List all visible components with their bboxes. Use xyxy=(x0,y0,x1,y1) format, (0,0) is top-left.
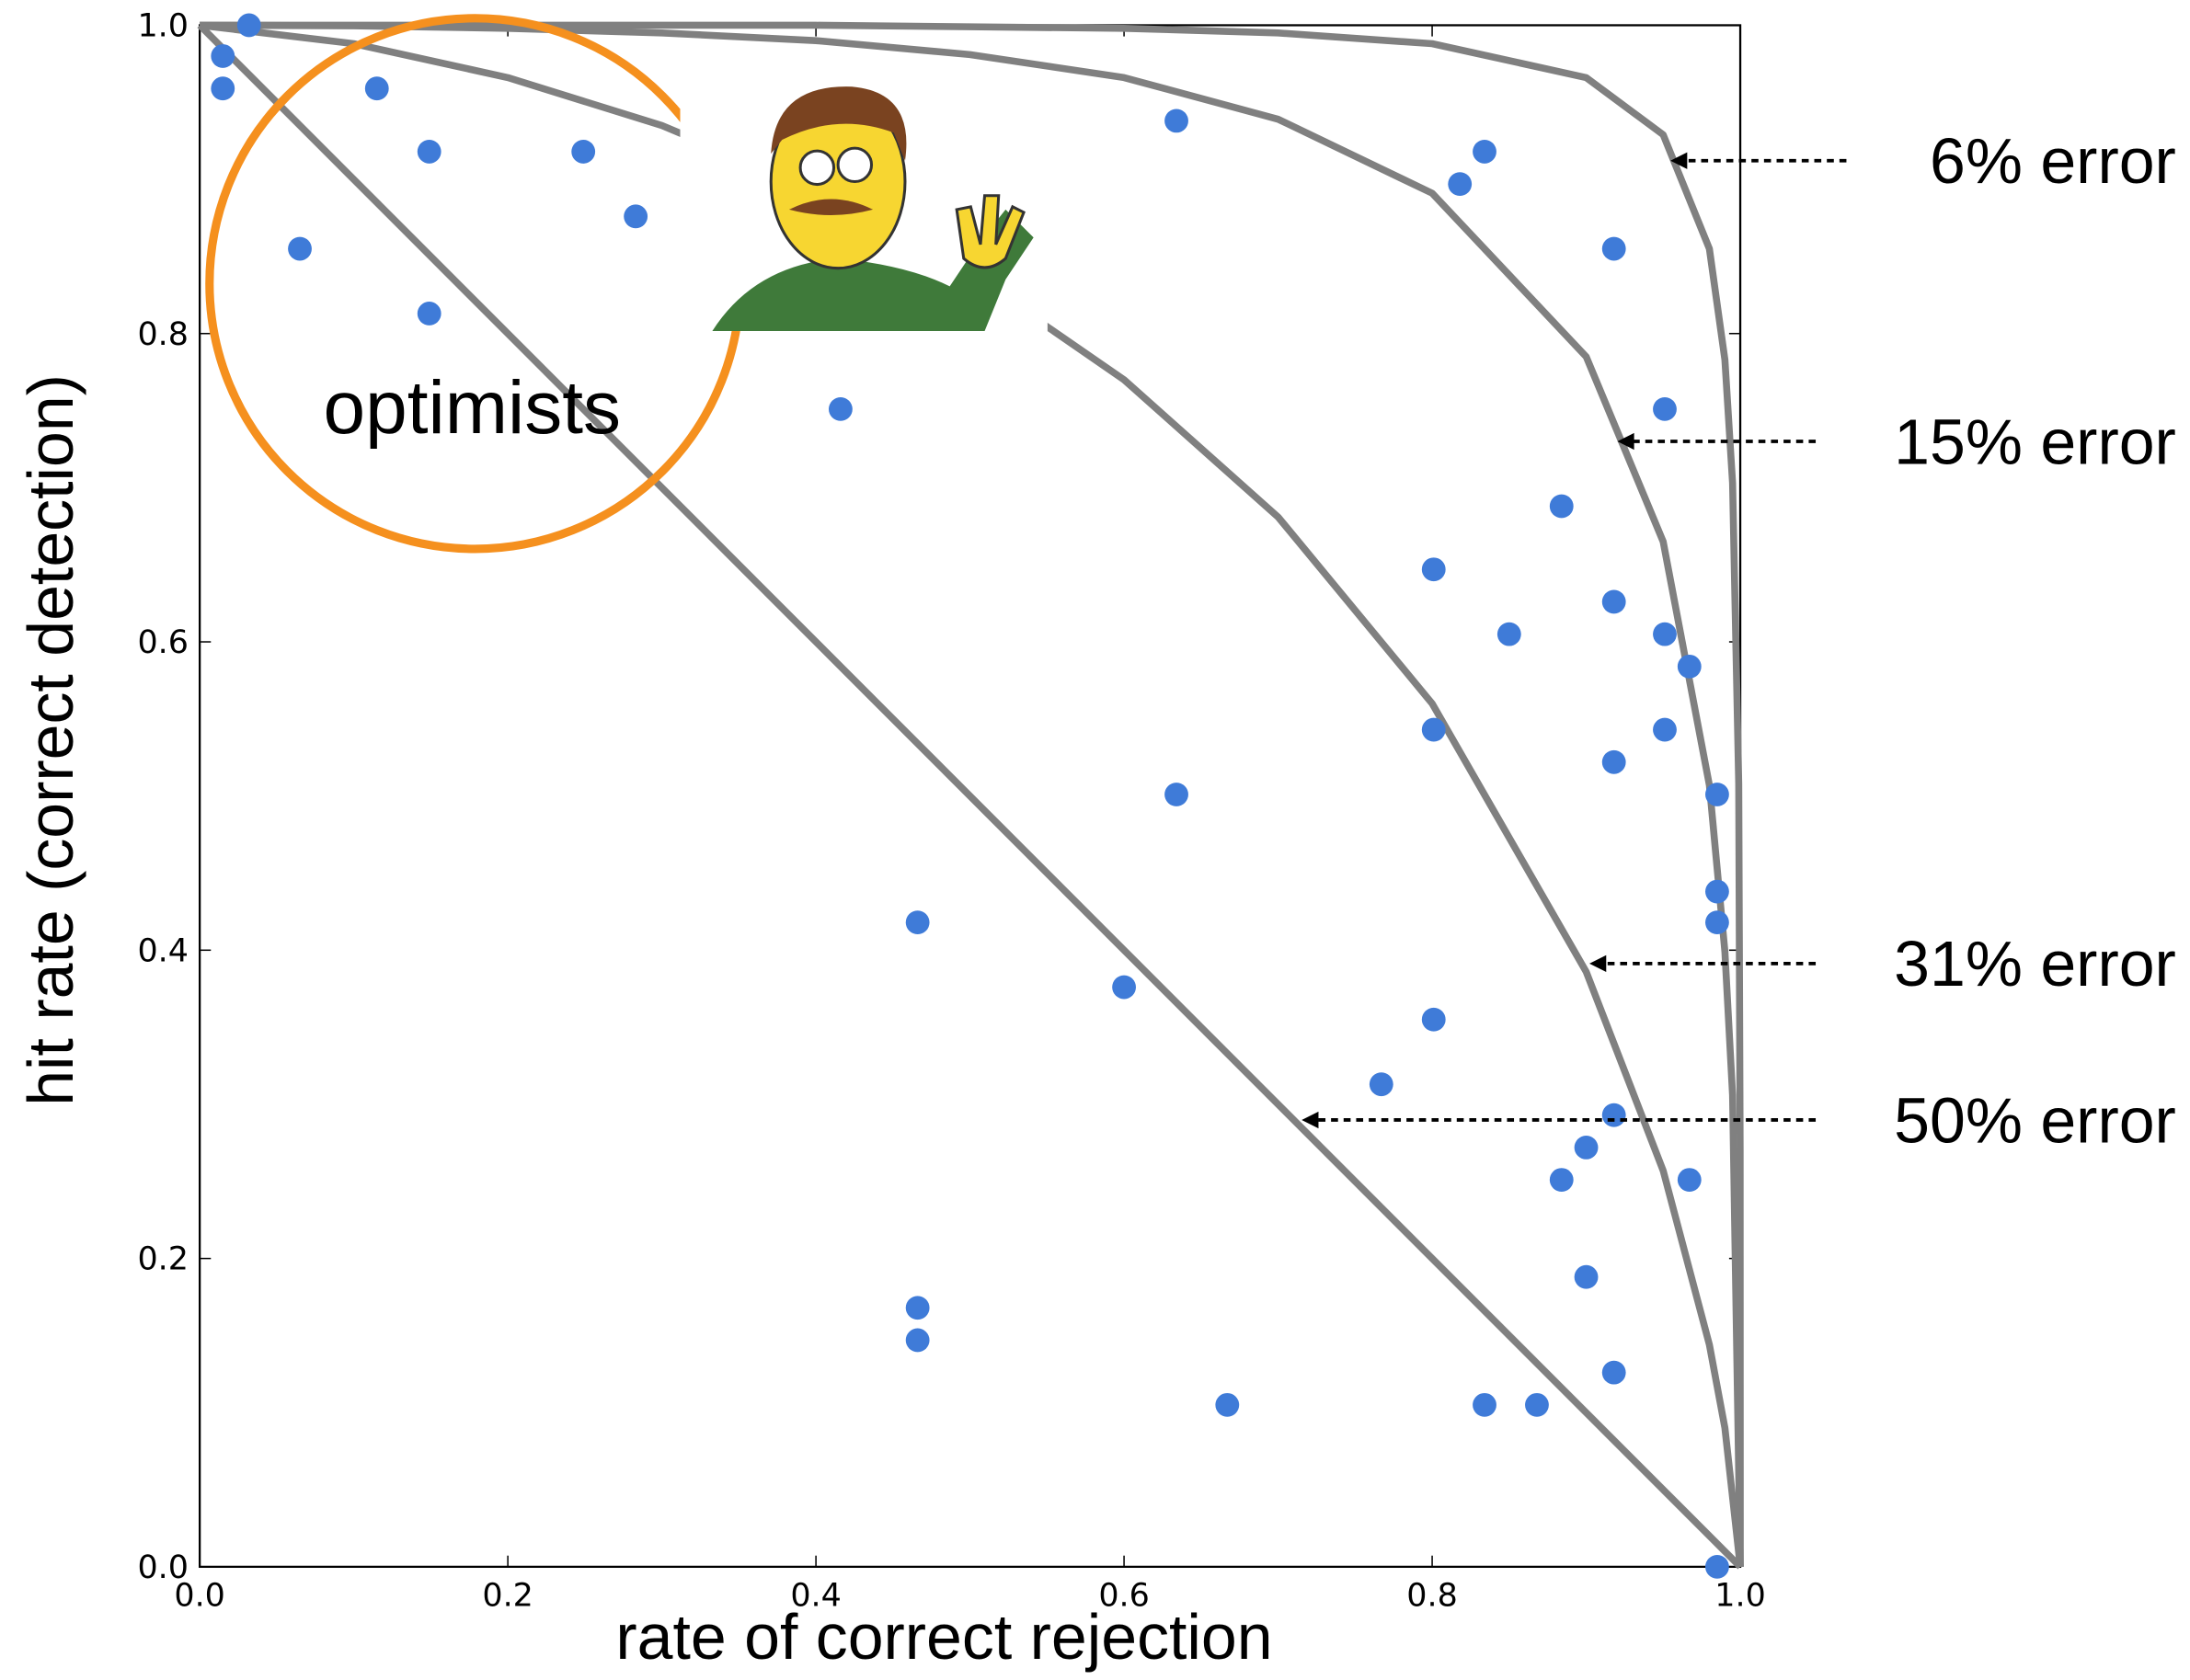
error-label: 15% error xyxy=(1894,406,2176,477)
y-tick-label: 0.2 xyxy=(137,1241,189,1278)
y-tick-label: 0.6 xyxy=(137,624,189,661)
point xyxy=(1421,557,1446,582)
point xyxy=(1677,1168,1702,1193)
point xyxy=(1574,1264,1599,1289)
point xyxy=(624,204,648,229)
error-label: 31% error xyxy=(1894,928,2176,1000)
y-tick-label: 1.0 xyxy=(137,8,189,45)
arrow-head xyxy=(1589,954,1607,972)
y-tick-label: 0.0 xyxy=(137,1549,189,1586)
optimists-label: optimists xyxy=(324,366,621,450)
roc-curve xyxy=(199,21,1744,1568)
point xyxy=(1164,783,1188,806)
point xyxy=(1215,1392,1240,1417)
point xyxy=(1574,1135,1599,1160)
point xyxy=(417,302,441,326)
point xyxy=(905,910,930,935)
x-axis-label: rate of correct rejection xyxy=(615,1601,1272,1673)
point xyxy=(1525,1392,1549,1417)
point xyxy=(571,140,596,164)
point xyxy=(1705,1554,1729,1579)
arrow-head xyxy=(1670,152,1688,169)
eye xyxy=(798,149,836,187)
y-axis-label: hit rate (correct detection) xyxy=(15,374,86,1106)
point xyxy=(1448,172,1473,197)
point xyxy=(236,13,261,38)
hand xyxy=(955,194,1026,269)
point xyxy=(1601,236,1626,261)
roc-curve xyxy=(200,21,1744,1567)
roc-curve xyxy=(197,22,1743,1570)
point xyxy=(417,140,441,164)
eye xyxy=(836,146,874,184)
point xyxy=(1549,494,1574,519)
point xyxy=(1112,975,1136,1000)
x-tick-label: 0.6 xyxy=(1098,1577,1150,1614)
point xyxy=(211,44,235,68)
point xyxy=(1601,1103,1626,1127)
y-tick-label: 0.4 xyxy=(137,932,189,969)
point xyxy=(1473,1392,1496,1417)
x-tick-label: 0.4 xyxy=(790,1577,842,1614)
point xyxy=(1705,783,1729,806)
point xyxy=(905,1296,930,1320)
point xyxy=(1496,622,1521,646)
point xyxy=(1473,140,1496,164)
x-tick-label: 0.2 xyxy=(482,1577,533,1614)
error-label: 6% error xyxy=(1930,125,2176,197)
point xyxy=(1421,1007,1446,1032)
x-tick-label: 0.8 xyxy=(1406,1577,1458,1614)
point xyxy=(1601,589,1626,614)
point xyxy=(211,76,235,101)
body xyxy=(712,209,1034,332)
point xyxy=(1705,910,1729,935)
moustache xyxy=(788,199,874,215)
y-tick-label: 0.8 xyxy=(137,316,189,353)
cartoon-image xyxy=(680,84,1048,332)
hair xyxy=(771,86,907,161)
point xyxy=(288,236,312,261)
point xyxy=(1601,749,1626,774)
point xyxy=(905,1328,930,1353)
arrow-head xyxy=(1617,432,1634,451)
point xyxy=(1421,717,1446,742)
point xyxy=(1653,396,1677,421)
arrow-head xyxy=(1301,1111,1319,1129)
point xyxy=(1653,717,1677,742)
point xyxy=(1164,109,1188,133)
point xyxy=(1653,622,1677,646)
x-tick-label: 1.0 xyxy=(1714,1577,1766,1614)
point xyxy=(364,76,389,101)
x-tick-label: 0.0 xyxy=(174,1577,225,1614)
point xyxy=(1369,1072,1393,1097)
point xyxy=(828,396,853,421)
point xyxy=(1601,1360,1626,1385)
point xyxy=(1549,1168,1574,1193)
point xyxy=(1677,654,1702,679)
error-label: 50% error xyxy=(1894,1084,2176,1156)
optimists-circle xyxy=(205,14,745,554)
point xyxy=(1705,879,1729,904)
